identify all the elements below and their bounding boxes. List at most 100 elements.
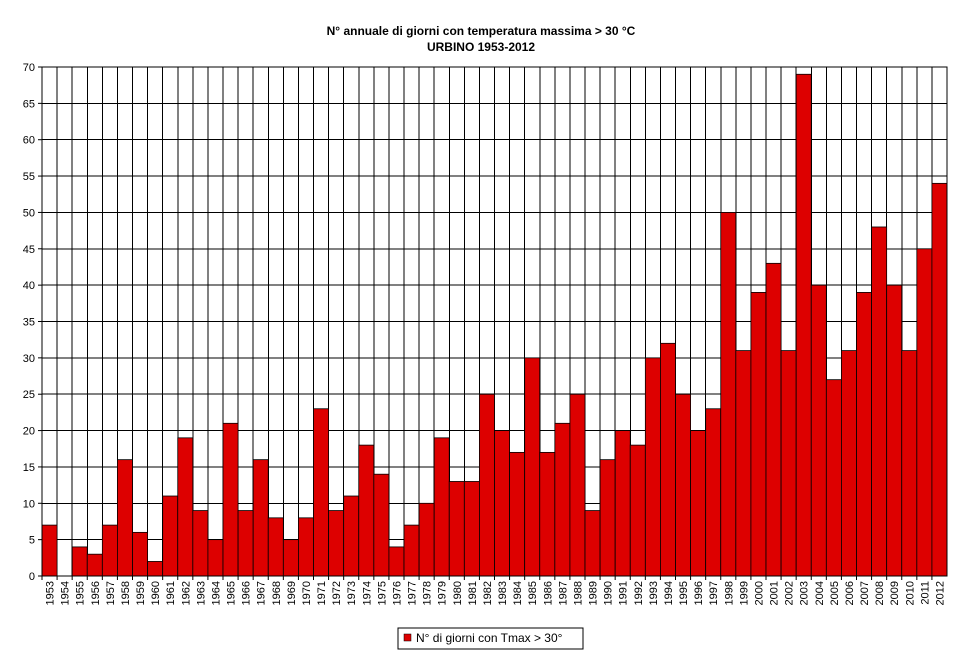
bar — [584, 510, 601, 577]
bar — [207, 539, 224, 577]
bar — [720, 212, 737, 577]
x-tick-label: 1966 — [241, 581, 253, 605]
legend-swatch — [403, 633, 412, 642]
bar — [403, 524, 420, 577]
bar — [479, 393, 495, 577]
y-tick-label: 65 — [23, 98, 35, 110]
bar — [524, 357, 541, 577]
x-tick-label: 2003 — [799, 581, 811, 605]
x-tick-label: 1978 — [422, 581, 434, 605]
x-tick-label: 1963 — [195, 581, 207, 605]
x-tick-label: 1959 — [135, 581, 147, 605]
bar — [448, 481, 465, 577]
x-tick-label: 1975 — [376, 581, 388, 605]
x-tick-label: 1965 — [226, 581, 238, 605]
bar — [313, 408, 329, 577]
x-tick-label: 2006 — [844, 581, 856, 605]
x-tick-label: 1980 — [452, 581, 464, 605]
x-tick-label: 1967 — [256, 581, 268, 605]
bar — [614, 430, 631, 577]
bar — [750, 292, 767, 577]
bar — [780, 350, 797, 577]
bar — [388, 546, 405, 577]
legend-box — [397, 627, 584, 650]
x-tick-label: 1964 — [210, 581, 222, 605]
x-tick-label: 1953 — [45, 581, 57, 605]
x-tick-label: 2001 — [769, 581, 781, 605]
bar — [177, 437, 194, 577]
x-tick-label: 2004 — [814, 581, 826, 605]
bar — [41, 524, 58, 577]
bar — [298, 517, 314, 577]
x-tick-label: 1968 — [271, 581, 283, 605]
bar — [795, 73, 812, 577]
x-axis: 1953 1954 1955 1956 1957 1958 1959 1960 1961 1962… — [41, 576, 946, 605]
x-tick-label: 1983 — [497, 581, 509, 605]
x-tick-label: 1971 — [316, 581, 328, 605]
bar — [328, 510, 345, 577]
x-tick-label: 1992 — [633, 581, 645, 605]
bar — [871, 226, 888, 577]
bar — [705, 408, 722, 577]
bar — [86, 553, 103, 577]
bar — [931, 182, 948, 577]
x-tick-label: 2010 — [904, 581, 916, 605]
x-tick-label: 1962 — [180, 581, 192, 605]
bar — [494, 430, 510, 577]
chart-title: N° annuale di giorni con temperatura mas… — [327, 24, 636, 38]
bar — [418, 502, 435, 577]
bar — [569, 393, 586, 577]
bar — [433, 437, 450, 577]
bar-series — [41, 73, 948, 577]
chart-subtitle: URBINO 1953-2012 — [427, 40, 535, 54]
y-tick-label: 55 — [23, 171, 35, 183]
y-tick-label: 30 — [23, 353, 35, 365]
x-tick-label: 1955 — [75, 581, 87, 605]
x-tick-label: 2007 — [859, 581, 871, 605]
x-tick-label: 1989 — [588, 581, 600, 605]
x-tick-label: 2012 — [934, 581, 946, 605]
bar — [252, 459, 269, 577]
x-tick-label: 2008 — [874, 581, 886, 605]
x-tick-label: 1987 — [557, 581, 569, 605]
bar — [222, 422, 239, 577]
x-tick-label: 1995 — [678, 581, 690, 605]
x-tick-label: 1996 — [693, 581, 705, 605]
bar — [267, 517, 284, 577]
bar — [282, 539, 299, 577]
x-tick-label: 1984 — [512, 581, 524, 605]
bar — [554, 422, 571, 577]
x-tick-label: 1985 — [527, 581, 539, 605]
bar — [117, 459, 133, 577]
x-tick-label: 1957 — [105, 581, 117, 605]
bar — [373, 473, 390, 577]
bar — [810, 284, 827, 577]
x-tick-label: 1991 — [618, 581, 630, 605]
x-tick-label: 1977 — [407, 581, 419, 605]
y-tick-label: 0 — [29, 571, 35, 583]
bar — [856, 292, 872, 577]
x-tick-label: 1956 — [90, 581, 102, 605]
y-axis: 0 5 10 15 20 25 30 35 40 45 50 55 60 65 70 — [23, 62, 42, 583]
x-tick-label: 1993 — [648, 581, 660, 605]
bar — [237, 510, 254, 577]
bar — [644, 357, 661, 577]
x-tick-label: 2002 — [784, 581, 796, 605]
x-tick-label: 2009 — [889, 581, 901, 605]
bar — [629, 444, 646, 577]
y-tick-label: 50 — [23, 207, 35, 219]
x-tick-label: 1988 — [572, 581, 584, 605]
y-tick-label: 10 — [23, 498, 35, 510]
x-tick-label: 1979 — [437, 581, 449, 605]
x-tick-label: 1986 — [542, 581, 554, 605]
legend: N° di giorni con Tmax > 30° — [397, 627, 584, 650]
bar — [690, 430, 707, 577]
y-tick-label: 70 — [23, 62, 35, 74]
x-tick-label: 1973 — [346, 581, 358, 605]
bar — [765, 262, 782, 577]
bar — [509, 451, 526, 577]
y-tick-label: 60 — [23, 135, 35, 147]
x-tick-label: 1969 — [286, 581, 298, 605]
bar — [463, 481, 480, 577]
x-tick-label: 1960 — [150, 581, 162, 605]
